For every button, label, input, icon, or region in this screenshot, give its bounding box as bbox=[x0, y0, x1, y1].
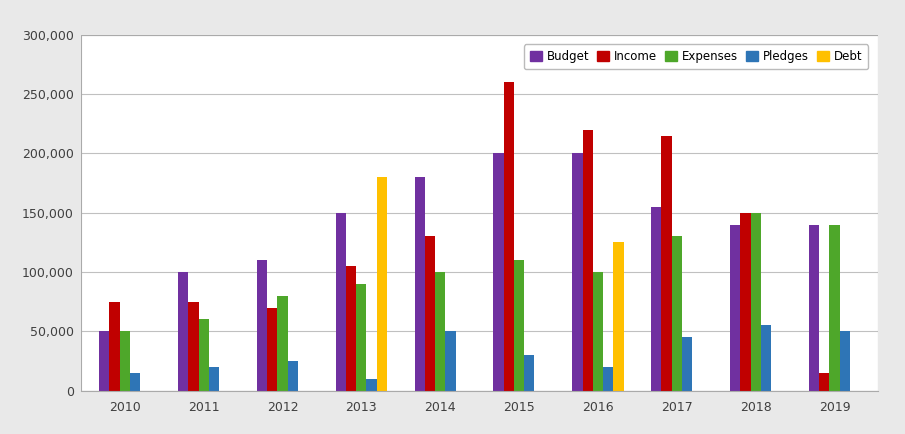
Bar bbox=[435, 272, 445, 391]
Bar bbox=[572, 153, 583, 391]
Bar bbox=[178, 272, 188, 391]
Bar bbox=[681, 337, 692, 391]
Bar bbox=[414, 177, 424, 391]
Bar bbox=[583, 130, 593, 391]
Bar bbox=[504, 82, 514, 391]
Bar bbox=[336, 213, 346, 391]
Bar bbox=[829, 224, 840, 391]
Bar bbox=[357, 284, 367, 391]
Bar bbox=[514, 260, 524, 391]
Bar bbox=[740, 213, 750, 391]
Legend: Budget, Income, Expenses, Pledges, Debt: Budget, Income, Expenses, Pledges, Debt bbox=[524, 44, 868, 69]
Bar bbox=[367, 379, 376, 391]
Bar bbox=[130, 373, 140, 391]
Bar bbox=[761, 326, 771, 391]
Bar bbox=[198, 319, 209, 391]
Bar bbox=[278, 296, 288, 391]
Bar bbox=[257, 260, 267, 391]
Bar bbox=[119, 331, 130, 391]
Bar bbox=[593, 272, 603, 391]
Bar bbox=[209, 367, 219, 391]
Bar bbox=[424, 237, 435, 391]
Bar bbox=[100, 331, 110, 391]
Bar bbox=[809, 224, 819, 391]
Bar bbox=[376, 177, 387, 391]
Bar bbox=[188, 302, 198, 391]
Bar bbox=[288, 361, 298, 391]
Bar bbox=[267, 308, 278, 391]
Bar bbox=[840, 331, 850, 391]
Bar bbox=[445, 331, 455, 391]
Bar bbox=[524, 355, 535, 391]
Bar bbox=[493, 153, 504, 391]
Bar bbox=[730, 224, 740, 391]
Bar bbox=[662, 135, 672, 391]
Bar bbox=[603, 367, 614, 391]
Bar bbox=[672, 237, 681, 391]
Bar bbox=[750, 213, 761, 391]
Bar bbox=[614, 242, 624, 391]
Bar bbox=[346, 266, 357, 391]
Bar bbox=[110, 302, 119, 391]
Bar bbox=[819, 373, 829, 391]
Bar bbox=[652, 207, 662, 391]
